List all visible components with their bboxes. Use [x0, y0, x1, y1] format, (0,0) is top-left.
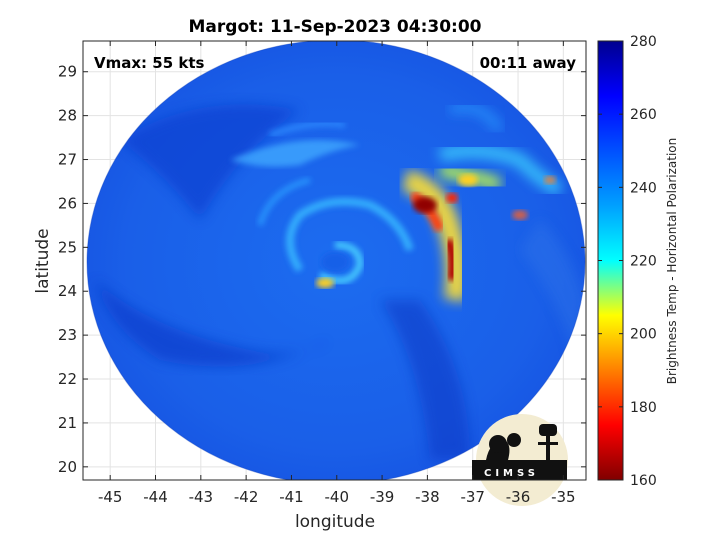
x-axis-ticks: -45 -44 -43 -42 -41 -40 -39 -38 -37 -36 -35: [98, 41, 576, 506]
y-axis-label: latitude: [33, 228, 53, 293]
y-tick-label: 22: [58, 370, 77, 388]
colorbar: 160 180 200 220 240 260 280 Brightness Temp - …: [597, 34, 679, 489]
y-tick-label: 27: [58, 151, 77, 169]
x-tick-label: -42: [234, 488, 259, 506]
y-tick-label: 21: [58, 414, 77, 432]
x-tick-label: -44: [143, 488, 168, 506]
logo-text: CIMSS: [484, 468, 539, 479]
y-axis-ticks: 20 21 22 23 24 25 26 27 28 29: [58, 63, 586, 476]
y-tick-label: 23: [58, 326, 77, 344]
y-tick-label: 20: [58, 458, 77, 476]
x-tick-label: -37: [460, 488, 485, 506]
y-tick-label: 25: [58, 238, 77, 256]
time-away-annotation: 00:11 away: [480, 54, 577, 72]
y-tick-label: 24: [58, 282, 77, 300]
cimss-logo: CIMSS: [472, 414, 568, 506]
chart-title: Margot: 11-Sep-2023 04:30:00: [189, 17, 482, 37]
x-tick-label: -40: [325, 488, 350, 506]
x-axis-label: longitude: [295, 512, 375, 532]
colorbar-tick-label: 240: [630, 180, 657, 196]
y-tick-label: 29: [58, 63, 77, 81]
x-tick-label: -36: [506, 488, 531, 506]
colorbar-tick-label: 180: [630, 400, 657, 416]
x-tick-label: -43: [189, 488, 214, 506]
x-tick-label: -38: [415, 488, 440, 506]
y-tick-label: 28: [58, 107, 77, 125]
x-tick-label: -35: [551, 488, 576, 506]
vmax-annotation: Vmax: 55 kts: [94, 54, 204, 72]
x-tick-label: -45: [98, 488, 123, 506]
brightness-temperature-image: [86, 41, 586, 480]
colorbar-tick-label: 260: [630, 107, 657, 123]
colorbar-label: Brightness Temp - Horizontal Polarizatio…: [665, 138, 679, 385]
colorbar-tick-label: 280: [630, 34, 657, 50]
colorbar-ticks: 160 180 200 220 240 260 280: [598, 34, 657, 489]
colorbar-tick-label: 200: [630, 327, 657, 343]
colorbar-tick-label: 220: [630, 254, 657, 270]
y-tick-label: 26: [58, 194, 77, 212]
colorbar-tick-label: 160: [630, 473, 657, 489]
x-tick-label: -41: [279, 488, 304, 506]
x-tick-label: -39: [370, 488, 395, 506]
